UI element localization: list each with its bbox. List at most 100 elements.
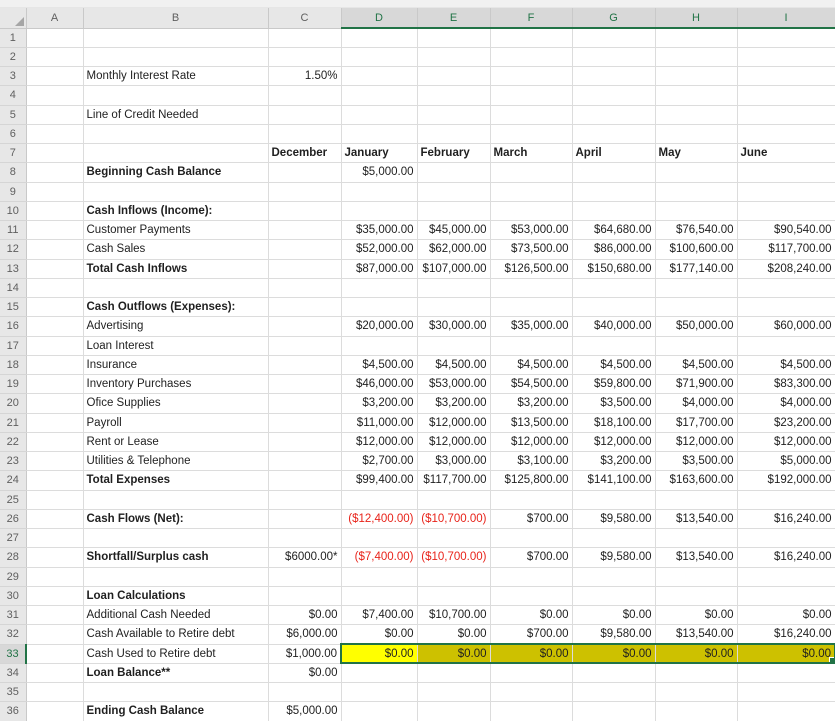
cell-I6[interactable] bbox=[737, 124, 835, 145]
cell-C10[interactable] bbox=[268, 201, 342, 222]
cell-E35[interactable] bbox=[417, 682, 491, 703]
cell-D19[interactable]: $46,000.00 bbox=[341, 374, 418, 395]
cell-B15[interactable]: Cash Outflows (Expenses): bbox=[83, 297, 269, 318]
row-header-7[interactable]: 7 bbox=[0, 143, 27, 164]
cell-A13[interactable] bbox=[26, 259, 84, 279]
cell-I28[interactable]: $16,240.00 bbox=[737, 547, 835, 568]
cell-B30[interactable]: Loan Calculations bbox=[83, 586, 269, 607]
cell-A1[interactable] bbox=[26, 28, 84, 48]
cell-B28[interactable]: Shortfall/Surplus cash bbox=[83, 547, 269, 568]
cell-A25[interactable] bbox=[26, 490, 84, 510]
cell-H33[interactable]: $0.00 bbox=[655, 642, 738, 665]
cell-B11[interactable]: Customer Payments bbox=[83, 220, 269, 241]
row-header-3[interactable]: 3 bbox=[0, 66, 27, 87]
cell-G10[interactable] bbox=[572, 201, 656, 222]
row-header-20[interactable]: 20 bbox=[0, 393, 27, 414]
cell-D16[interactable]: $20,000.00 bbox=[341, 316, 418, 337]
cell-H6[interactable] bbox=[655, 124, 738, 145]
cell-I23[interactable]: $5,000.00 bbox=[737, 451, 835, 472]
cell-B20[interactable]: Ofice Supplies bbox=[83, 393, 269, 414]
cell-D13[interactable]: $87,000.00 bbox=[341, 259, 418, 279]
cell-C7[interactable]: December bbox=[268, 143, 342, 164]
cell-D20[interactable]: $3,200.00 bbox=[341, 393, 418, 414]
cell-C4[interactable] bbox=[268, 85, 342, 106]
cell-F25[interactable] bbox=[490, 490, 573, 510]
cell-I11[interactable]: $90,540.00 bbox=[737, 220, 835, 241]
cell-E34[interactable] bbox=[417, 663, 491, 684]
cell-E11[interactable]: $45,000.00 bbox=[417, 220, 491, 241]
cell-H20[interactable]: $4,000.00 bbox=[655, 393, 738, 414]
cell-A15[interactable] bbox=[26, 297, 84, 318]
cell-G26[interactable]: $9,580.00 bbox=[572, 509, 656, 530]
cell-H2[interactable] bbox=[655, 47, 738, 68]
cell-G20[interactable]: $3,500.00 bbox=[572, 393, 656, 414]
cell-D2[interactable] bbox=[341, 47, 418, 68]
cell-C26[interactable] bbox=[268, 509, 342, 530]
cell-B7[interactable] bbox=[83, 143, 269, 164]
cell-F16[interactable]: $35,000.00 bbox=[490, 316, 573, 337]
cell-G19[interactable]: $59,800.00 bbox=[572, 374, 656, 395]
cell-G29[interactable] bbox=[572, 567, 656, 587]
cell-D6[interactable] bbox=[341, 124, 418, 145]
cell-C27[interactable] bbox=[268, 528, 342, 549]
cell-B21[interactable]: Payroll bbox=[83, 413, 269, 433]
cell-D21[interactable]: $11,000.00 bbox=[341, 413, 418, 433]
cell-H30[interactable] bbox=[655, 586, 738, 607]
cell-F35[interactable] bbox=[490, 682, 573, 703]
cell-F11[interactable]: $53,000.00 bbox=[490, 220, 573, 241]
cell-A26[interactable] bbox=[26, 509, 84, 530]
cell-E21[interactable]: $12,000.00 bbox=[417, 413, 491, 433]
cell-H18[interactable]: $4,500.00 bbox=[655, 355, 738, 376]
row-header-14[interactable]: 14 bbox=[0, 278, 27, 299]
cell-C30[interactable] bbox=[268, 586, 342, 607]
row-header-36[interactable]: 36 bbox=[0, 701, 27, 721]
cell-H19[interactable]: $71,900.00 bbox=[655, 374, 738, 395]
cell-D34[interactable] bbox=[341, 663, 418, 684]
cell-F4[interactable] bbox=[490, 85, 573, 106]
cell-I27[interactable] bbox=[737, 528, 835, 549]
column-header-D[interactable]: D bbox=[341, 8, 418, 29]
row-header-16[interactable]: 16 bbox=[0, 316, 27, 337]
cell-F29[interactable] bbox=[490, 567, 573, 587]
cell-E9[interactable] bbox=[417, 182, 491, 202]
cell-F10[interactable] bbox=[490, 201, 573, 222]
cell-E25[interactable] bbox=[417, 490, 491, 510]
cell-I4[interactable] bbox=[737, 85, 835, 106]
cell-D29[interactable] bbox=[341, 567, 418, 587]
cell-F34[interactable] bbox=[490, 663, 573, 684]
cell-B33[interactable]: Cash Used to Retire debt bbox=[83, 644, 269, 664]
cell-A7[interactable] bbox=[26, 143, 84, 164]
column-header-C[interactable]: C bbox=[268, 8, 342, 29]
cell-E31[interactable]: $10,700.00 bbox=[417, 605, 491, 626]
cell-E16[interactable]: $30,000.00 bbox=[417, 316, 491, 337]
cell-H11[interactable]: $76,540.00 bbox=[655, 220, 738, 241]
cell-H10[interactable] bbox=[655, 201, 738, 222]
cell-E27[interactable] bbox=[417, 528, 491, 549]
cell-I21[interactable]: $23,200.00 bbox=[737, 413, 835, 433]
cell-I26[interactable]: $16,240.00 bbox=[737, 509, 835, 530]
cell-B18[interactable]: Insurance bbox=[83, 355, 269, 376]
cell-E15[interactable] bbox=[417, 297, 491, 318]
cell-H26[interactable]: $13,540.00 bbox=[655, 509, 738, 530]
cell-H14[interactable] bbox=[655, 278, 738, 299]
row-header-9[interactable]: 9 bbox=[0, 182, 27, 202]
cell-A5[interactable] bbox=[26, 105, 84, 125]
cell-F14[interactable] bbox=[490, 278, 573, 299]
column-header-E[interactable]: E bbox=[417, 8, 491, 29]
cell-D28[interactable]: ($7,400.00) bbox=[341, 547, 418, 568]
cell-G13[interactable]: $150,680.00 bbox=[572, 259, 656, 279]
cell-I9[interactable] bbox=[737, 182, 835, 202]
cell-E12[interactable]: $62,000.00 bbox=[417, 239, 491, 260]
cell-F8[interactable] bbox=[490, 162, 573, 183]
cell-B8[interactable]: Beginning Cash Balance bbox=[83, 162, 269, 183]
cell-F23[interactable]: $3,100.00 bbox=[490, 451, 573, 472]
cell-D31[interactable]: $7,400.00 bbox=[341, 605, 418, 626]
cell-A21[interactable] bbox=[26, 413, 84, 433]
cell-G35[interactable] bbox=[572, 682, 656, 703]
cell-I24[interactable]: $192,000.00 bbox=[737, 470, 835, 491]
cell-B10[interactable]: Cash Inflows (Income): bbox=[83, 201, 269, 222]
row-header-26[interactable]: 26 bbox=[0, 509, 27, 530]
cell-B25[interactable] bbox=[83, 490, 269, 510]
cell-C23[interactable] bbox=[268, 451, 342, 472]
cell-I8[interactable] bbox=[737, 162, 835, 183]
